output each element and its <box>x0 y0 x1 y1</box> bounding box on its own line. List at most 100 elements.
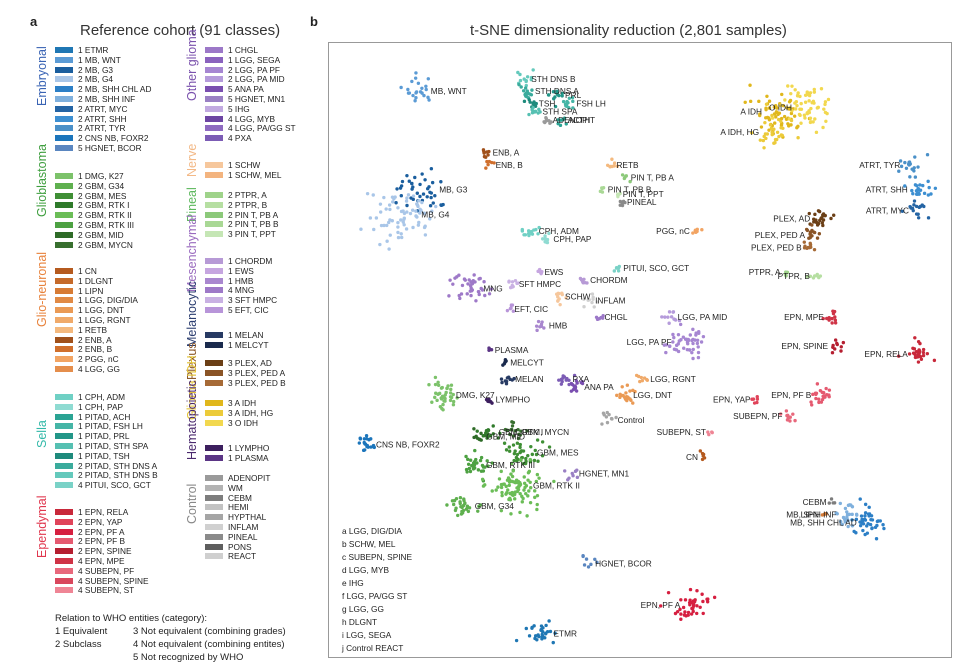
sample-point <box>867 505 871 510</box>
sample-point <box>513 278 518 283</box>
key-entry: c SUBEPN, SPINE <box>342 552 413 562</box>
sample-point <box>572 373 577 378</box>
sample-point <box>699 340 704 344</box>
sample-point <box>814 130 819 135</box>
sample-point <box>808 230 813 234</box>
sample-point <box>526 231 531 236</box>
sample-point <box>821 213 826 218</box>
sample-point <box>863 511 868 515</box>
sample-point <box>516 436 521 441</box>
sample-point <box>460 505 464 510</box>
sample-point <box>847 512 852 517</box>
sample-point <box>793 418 797 423</box>
sample-point <box>415 191 419 195</box>
sample-point <box>519 85 523 89</box>
sample-point <box>535 502 539 507</box>
legend-label-1-pitad-sth-spa: 1 PITAD, STH SPA <box>78 441 149 451</box>
key-entry: f LGG, PA/GG ST <box>342 591 407 601</box>
sample-point <box>549 120 553 124</box>
cluster-ana-pa <box>569 379 585 393</box>
sample-point <box>496 485 500 489</box>
cluster-fsh-lh <box>561 95 575 110</box>
sample-point <box>610 417 614 421</box>
sample-point <box>510 285 514 289</box>
sample-point <box>618 395 622 400</box>
sample-point <box>421 192 426 196</box>
sample-point <box>810 403 814 407</box>
sample-point <box>388 207 392 212</box>
sample-point <box>824 386 828 391</box>
sample-point <box>363 442 367 446</box>
sample-point <box>803 93 808 97</box>
sample-point <box>520 227 525 232</box>
sample-point <box>560 94 564 98</box>
sample-point <box>527 112 531 117</box>
sample-point <box>453 276 457 280</box>
sample-point <box>425 195 429 199</box>
sample-point <box>406 87 410 92</box>
sample-point <box>522 488 526 492</box>
cluster-label-enb-b: ENB, B <box>496 160 524 170</box>
sample-point <box>529 486 533 490</box>
sample-point <box>534 452 539 457</box>
sample-point <box>504 448 509 452</box>
sample-point <box>926 216 931 220</box>
cluster-label-mb-shh-chl-ad: MB, SHH CHL AD <box>790 518 857 528</box>
sample-point <box>841 515 846 520</box>
sample-point <box>372 227 376 232</box>
sample-point <box>484 397 489 402</box>
sample-point <box>788 98 793 103</box>
sample-point <box>695 227 699 231</box>
sample-point <box>515 452 520 457</box>
cluster-label-plex-ped-a: PLEX, PED A <box>755 230 806 240</box>
sample-point <box>820 397 825 402</box>
sample-point <box>416 223 421 227</box>
sample-point <box>507 480 512 484</box>
sample-point <box>418 194 422 199</box>
sample-point <box>628 179 632 184</box>
sample-point <box>926 179 930 184</box>
sample-point <box>850 524 855 528</box>
sample-point <box>405 210 409 214</box>
sample-point <box>863 514 867 518</box>
sample-point <box>859 514 864 518</box>
legend-label-1-dmg-k27: 1 DMG, K27 <box>78 171 124 181</box>
legend-swatch <box>55 509 73 515</box>
sample-point <box>525 514 529 518</box>
legend-swatch <box>205 543 223 550</box>
sample-point <box>551 97 556 101</box>
sample-point <box>426 77 431 81</box>
cluster-label-a-idh: A IDH <box>740 107 762 117</box>
sample-point <box>465 292 469 296</box>
sample-point <box>779 123 784 127</box>
cluster-inflam <box>582 292 600 309</box>
legend-label-2-mb-shh-inf: 2 MB, SHH INF <box>78 94 136 104</box>
sample-point <box>565 378 569 382</box>
sample-point <box>491 432 495 436</box>
sample-point <box>820 513 825 517</box>
sample-point <box>811 392 815 397</box>
sample-point <box>790 108 794 113</box>
sample-point <box>536 111 540 115</box>
sample-point <box>527 489 531 493</box>
sample-point <box>524 94 528 98</box>
legend-swatch <box>205 504 223 511</box>
legend-swatch <box>205 192 223 198</box>
sample-point <box>666 590 671 595</box>
sample-point <box>929 192 933 196</box>
sample-point <box>575 468 579 472</box>
sample-point <box>833 321 838 325</box>
sample-point <box>686 613 690 617</box>
sample-point <box>580 379 584 384</box>
sample-point <box>451 282 455 286</box>
sample-point <box>507 483 511 488</box>
sample-point <box>543 234 547 238</box>
cluster-label-atrt-myc: ATRT, MYC <box>866 205 909 215</box>
sample-point <box>504 484 508 489</box>
legend-swatch <box>205 115 223 122</box>
legend-label-5-hgnet-bcor: 5 HGNET, BCOR <box>78 143 142 153</box>
sample-point <box>701 599 705 604</box>
sample-point <box>907 352 912 356</box>
sample-point <box>518 491 522 496</box>
sample-point <box>564 122 568 126</box>
